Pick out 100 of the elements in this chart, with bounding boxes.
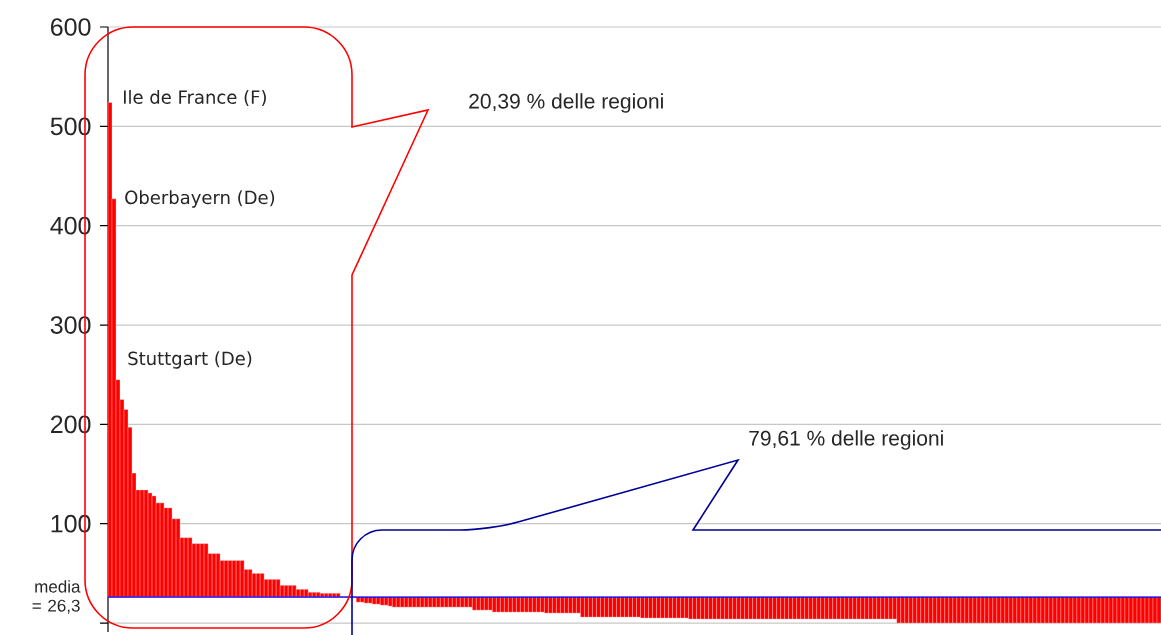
bar xyxy=(636,596,641,618)
bar xyxy=(648,596,653,619)
bar xyxy=(696,596,701,620)
bar xyxy=(1088,596,1094,624)
bar xyxy=(1116,596,1122,624)
bar xyxy=(1120,596,1126,624)
bar xyxy=(900,596,905,624)
bar xyxy=(644,596,649,619)
bar xyxy=(704,596,709,620)
bar xyxy=(1144,596,1150,624)
bar xyxy=(824,596,829,620)
bar xyxy=(776,596,781,620)
annotation: Ile de France (F) xyxy=(123,89,266,107)
bar xyxy=(620,596,625,618)
bar xyxy=(167,507,173,598)
bar xyxy=(231,560,237,598)
bar xyxy=(1136,596,1142,624)
bar xyxy=(480,596,485,611)
bar xyxy=(568,596,573,614)
bar xyxy=(520,596,525,613)
bar xyxy=(227,560,233,598)
bar xyxy=(1044,596,1050,624)
bar xyxy=(880,596,885,620)
bar xyxy=(187,537,193,598)
bar xyxy=(143,489,149,598)
bar xyxy=(572,596,577,614)
bar xyxy=(1108,596,1114,624)
bar xyxy=(892,596,897,620)
bar xyxy=(540,596,545,613)
bar xyxy=(792,596,797,620)
bar xyxy=(724,596,729,620)
bar xyxy=(952,596,957,624)
bar xyxy=(604,596,609,618)
bar xyxy=(1004,596,1009,624)
bar xyxy=(740,596,745,620)
bar xyxy=(944,596,949,624)
bar xyxy=(195,543,201,598)
bar xyxy=(908,596,913,624)
bar xyxy=(504,596,509,613)
bar xyxy=(916,596,921,624)
bar xyxy=(676,596,681,619)
bar xyxy=(1060,596,1066,624)
bar xyxy=(864,596,869,620)
bar xyxy=(247,569,253,598)
bar xyxy=(1132,596,1138,624)
bar xyxy=(476,596,481,611)
bar xyxy=(756,596,761,620)
bar xyxy=(736,596,741,620)
bar xyxy=(147,492,153,598)
bar xyxy=(304,589,309,598)
bar xyxy=(868,596,873,620)
bar xyxy=(988,596,993,624)
bar xyxy=(884,596,889,620)
bar xyxy=(860,596,865,620)
bar xyxy=(580,596,585,618)
bar xyxy=(588,596,593,618)
bar xyxy=(1036,596,1042,624)
bar xyxy=(656,596,661,619)
bar xyxy=(820,596,825,620)
annotation: 20,39 % delle regioni xyxy=(469,93,663,113)
bar xyxy=(624,596,629,618)
bar xyxy=(856,596,861,620)
bar xyxy=(1076,596,1082,624)
bar xyxy=(768,596,773,620)
bar xyxy=(1020,596,1026,624)
bar xyxy=(732,596,737,620)
ref-line-label: media = 26,3 xyxy=(32,580,81,614)
bar xyxy=(183,537,189,598)
bar xyxy=(872,596,877,620)
bar xyxy=(748,596,753,620)
bar xyxy=(680,596,685,619)
bar xyxy=(1084,596,1090,624)
bar xyxy=(1040,596,1046,624)
bar xyxy=(532,596,537,613)
bar xyxy=(980,596,985,624)
bar xyxy=(1068,596,1074,624)
bar xyxy=(772,596,777,620)
bar xyxy=(512,596,517,613)
bar xyxy=(492,596,497,613)
bar xyxy=(1048,596,1054,624)
bar xyxy=(472,596,477,611)
bar xyxy=(788,596,793,620)
bar xyxy=(640,596,645,619)
bar xyxy=(728,596,733,620)
bar xyxy=(1112,596,1118,624)
bar xyxy=(984,596,989,624)
bar xyxy=(712,596,717,620)
bar xyxy=(496,596,501,613)
bar xyxy=(1152,596,1158,624)
bar xyxy=(1032,596,1038,624)
bar xyxy=(904,596,909,624)
bar xyxy=(199,543,205,598)
bar xyxy=(976,596,981,624)
bar xyxy=(1056,596,1062,624)
bar xyxy=(508,596,513,613)
bar xyxy=(560,596,565,614)
bar xyxy=(964,596,969,624)
bar xyxy=(628,596,633,618)
bar xyxy=(564,596,569,614)
bar xyxy=(664,596,669,619)
